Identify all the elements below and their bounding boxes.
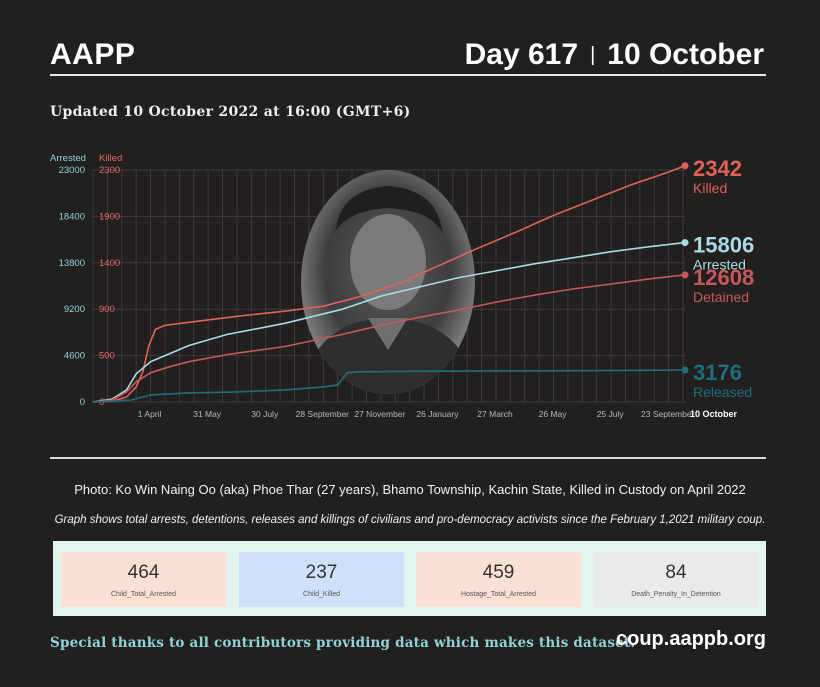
chart-bottom-divider — [50, 457, 766, 459]
series-endpoint-killed — [681, 162, 689, 170]
day-count: Day 617 — [464, 38, 579, 71]
stat-card-child-arrested: 464 Child_Total_Arrested — [61, 552, 226, 607]
header-divider — [50, 74, 766, 76]
header-separator: | — [590, 43, 596, 66]
series-endpoint-arrested — [681, 239, 689, 247]
site-link[interactable]: coup.aappb.org — [616, 628, 766, 650]
left-tick-label: 13800 — [59, 258, 85, 269]
day-header: Day 617 | 10 October — [465, 38, 764, 72]
left-axis-title: Arrested — [50, 153, 86, 164]
series-lines — [92, 162, 689, 403]
right-tick-label: 0 — [99, 397, 104, 408]
left-tick-label: 4600 — [64, 351, 85, 362]
photo-caption: Photo: Ko Win Naing Oo (aka) Phoe Thar (… — [74, 482, 746, 497]
series-name-detained: Detained — [693, 289, 749, 305]
series-value-released: 3176 — [693, 360, 742, 385]
line-chart: 0 0 4600 500 9200 900 13800 1400 18400 1900 23000 2… — [50, 153, 754, 419]
x-tick-label: 23 September — [641, 409, 695, 419]
victim-portrait — [301, 170, 475, 394]
x-tick-label: 26 May — [539, 409, 568, 419]
header-date: 10 October — [607, 38, 764, 71]
series-value-detained: 12608 — [693, 265, 754, 290]
series-value-killed: 2342 — [693, 156, 742, 181]
series-name-released: Released — [693, 384, 752, 400]
x-tick-label: 10 October — [690, 409, 738, 419]
updated-timestamp: Updated 10 October 2022 at 16:00 (GMT+6) — [50, 104, 411, 120]
stat-card-child-killed: 237 Child_Killed — [239, 552, 404, 607]
stat-card-hostage-arrested: 459 Hostage_Total_Arrested — [416, 552, 581, 607]
stat-label: Child_Total_Arrested — [111, 591, 176, 598]
right-tick-label: 900 — [99, 304, 115, 315]
x-tick-label: 26 January — [416, 409, 459, 419]
brand-title: AAPP — [50, 38, 136, 71]
x-tick-label: 28 September — [296, 409, 350, 419]
portrait-face — [350, 214, 426, 310]
x-tick-label: 25 July — [597, 409, 625, 419]
stats-panel: 464 Child_Total_Arrested 237 Child_Kille… — [53, 541, 766, 616]
stat-value: 237 — [305, 562, 338, 583]
series-name-killed: Killed — [693, 180, 727, 196]
series-line-released — [92, 369, 686, 403]
graph-note: Graph shows total arrests, detentions, r… — [54, 514, 766, 526]
x-tick-label: 27 March — [477, 409, 513, 419]
x-tick-label: 1 April — [138, 409, 162, 419]
stat-value: 459 — [482, 562, 515, 583]
left-tick-label: 23000 — [59, 165, 85, 176]
series-value-arrested: 15806 — [693, 233, 754, 258]
left-tick-label: 9200 — [64, 304, 85, 315]
axis-labels: 0 0 4600 500 9200 900 13800 1400 18400 1900 23000 2… — [50, 153, 738, 419]
thanks-note: Special thanks to all contributors provi… — [50, 635, 636, 651]
right-tick-label: 500 — [99, 351, 115, 362]
stat-value: 464 — [127, 562, 160, 583]
right-axis-title: Killed — [99, 153, 122, 164]
stat-label: Death_Penalty_In_Detention — [631, 591, 721, 598]
x-tick-label: 31 May — [193, 409, 222, 419]
series-endpoint-detained — [681, 271, 689, 279]
series-line-arrested — [92, 241, 686, 403]
stat-value: 84 — [665, 562, 687, 583]
series-endpoint-released — [681, 366, 689, 374]
series-line-detained — [92, 274, 686, 403]
right-tick-label: 2300 — [99, 165, 120, 176]
x-tick-label: 27 November — [354, 409, 405, 419]
right-tick-label: 1900 — [99, 211, 120, 222]
x-tick-label: 30 July — [251, 409, 279, 419]
left-tick-label: 18400 — [59, 211, 85, 222]
series-name-arrested: Arrested — [693, 257, 746, 273]
stat-label: Child_Killed — [303, 591, 340, 598]
stat-card-death-penalty: 84 Death_Penalty_In_Detention — [594, 552, 758, 607]
left-tick-label: 0 — [80, 397, 85, 408]
stat-label: Hostage_Total_Arrested — [460, 591, 537, 598]
right-tick-label: 1400 — [99, 258, 120, 269]
portrait-hair — [336, 186, 442, 232]
